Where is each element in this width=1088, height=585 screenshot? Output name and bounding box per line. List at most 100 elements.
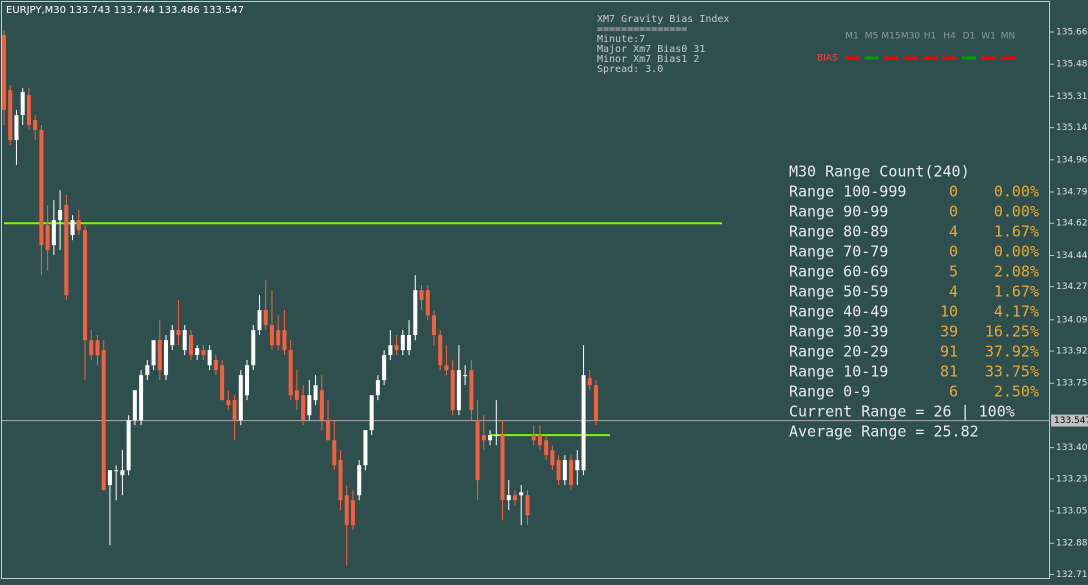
range-count: 91 <box>940 343 958 361</box>
bias-timeframe: M1 <box>845 32 859 42</box>
range-count: 4 <box>949 223 958 241</box>
candle-body <box>375 380 380 396</box>
candle-body <box>39 130 44 246</box>
candle-body <box>500 435 505 501</box>
y-tick-label: 132.880 <box>1056 539 1088 549</box>
candle-body <box>95 340 100 356</box>
candle-body <box>506 495 511 501</box>
candle-body <box>301 395 306 421</box>
range-count: 5 <box>949 263 958 281</box>
candle-body <box>89 340 94 356</box>
candle-body <box>562 460 567 481</box>
candle-body <box>388 345 393 356</box>
range-label: Range 0-9 <box>789 383 870 401</box>
candle-body <box>58 210 63 221</box>
candle-body <box>139 375 144 421</box>
candle-body <box>213 360 218 371</box>
y-tick-label: 134.790 <box>1056 187 1088 197</box>
candle-body <box>350 500 355 526</box>
candle-body <box>157 340 162 371</box>
y-tick-label: 135.140 <box>1056 123 1088 133</box>
candle-body <box>575 460 580 471</box>
candle-body <box>531 435 536 441</box>
candle-body <box>394 345 399 351</box>
candle-body <box>107 470 112 486</box>
candle-body <box>319 390 324 421</box>
y-tick-label: 133.925 <box>1056 347 1088 357</box>
candle-body <box>444 365 449 371</box>
y-tick-label: 135.485 <box>1056 60 1088 70</box>
y-tick-label: 134.445 <box>1056 251 1088 261</box>
candle-body <box>33 120 38 131</box>
candle-body <box>276 330 281 346</box>
bias-timeframe: H4 <box>943 32 956 42</box>
candle-body <box>201 350 206 356</box>
candle-body <box>357 465 362 496</box>
range-label: Range 30-39 <box>789 323 888 341</box>
candle-body <box>83 230 88 341</box>
candle-body <box>70 220 75 236</box>
candle-body <box>114 470 119 472</box>
range-count: 81 <box>940 363 958 381</box>
average-range: Average Range = 25.82 <box>789 423 979 441</box>
range-percent: 0.00% <box>994 243 1039 261</box>
candle-body <box>419 290 424 301</box>
candle-body <box>176 330 181 336</box>
bias-timeframe: MN <box>1001 32 1016 42</box>
candle-body <box>525 495 530 516</box>
range-title: M30 Range Count(240) <box>789 163 970 181</box>
range-percent: 4.17% <box>994 303 1039 321</box>
candle-body <box>288 350 293 396</box>
range-count: 10 <box>940 303 958 321</box>
candle-body <box>431 315 436 336</box>
y-tick-label: 132.710 <box>1056 570 1088 580</box>
indicator-line: Minute:7 <box>597 34 645 45</box>
range-label: Range 50-59 <box>789 283 888 301</box>
range-count: 39 <box>940 323 958 341</box>
candle-body <box>544 440 549 456</box>
candle-body <box>481 435 486 441</box>
range-label: Range 80-89 <box>789 223 888 241</box>
range-percent: 2.08% <box>994 263 1039 281</box>
range-count: 0 <box>949 243 958 261</box>
current-price-box <box>1051 414 1088 427</box>
bias-timeframe: M15 <box>881 32 900 42</box>
candle-body <box>313 385 318 401</box>
current-price-label: 133.547 <box>1054 416 1088 426</box>
range-count: 0 <box>949 183 958 201</box>
candle-body <box>151 340 156 366</box>
range-label: Range 10-19 <box>789 363 888 381</box>
candle-body <box>494 435 499 437</box>
candle-body <box>20 91 25 116</box>
y-tick-label: 133.750 <box>1056 379 1088 389</box>
candle-body <box>469 370 474 411</box>
candle-body <box>326 420 331 441</box>
candle-body <box>456 370 461 411</box>
candle-body <box>338 460 343 501</box>
bias-timeframe: D1 <box>963 32 976 42</box>
candle-body <box>2 34 6 110</box>
candle-body <box>425 290 430 316</box>
candle-body <box>120 470 125 476</box>
candle-body <box>182 330 187 351</box>
candle-body <box>220 365 225 401</box>
candle-body <box>463 375 468 377</box>
candle-body <box>145 365 150 376</box>
candle-body <box>245 365 250 396</box>
range-label: Range 60-69 <box>789 263 888 281</box>
candle-body <box>581 375 586 471</box>
bias-label: BIAS <box>817 54 838 64</box>
indicator-line: Minor Xm7 Bias1 2 <box>597 54 699 65</box>
candle-body <box>263 310 268 326</box>
y-tick-label: 134.965 <box>1056 155 1088 165</box>
candle-body <box>188 335 193 356</box>
range-label: Range 40-49 <box>789 303 888 321</box>
candle-body <box>207 350 212 366</box>
range-percent: 1.67% <box>994 223 1039 241</box>
candle-body <box>450 370 455 411</box>
current-range: Current Range = 26 | 100% <box>789 403 1015 421</box>
candle-body <box>332 440 337 466</box>
candle-body <box>132 390 137 421</box>
candle-body <box>400 335 405 351</box>
